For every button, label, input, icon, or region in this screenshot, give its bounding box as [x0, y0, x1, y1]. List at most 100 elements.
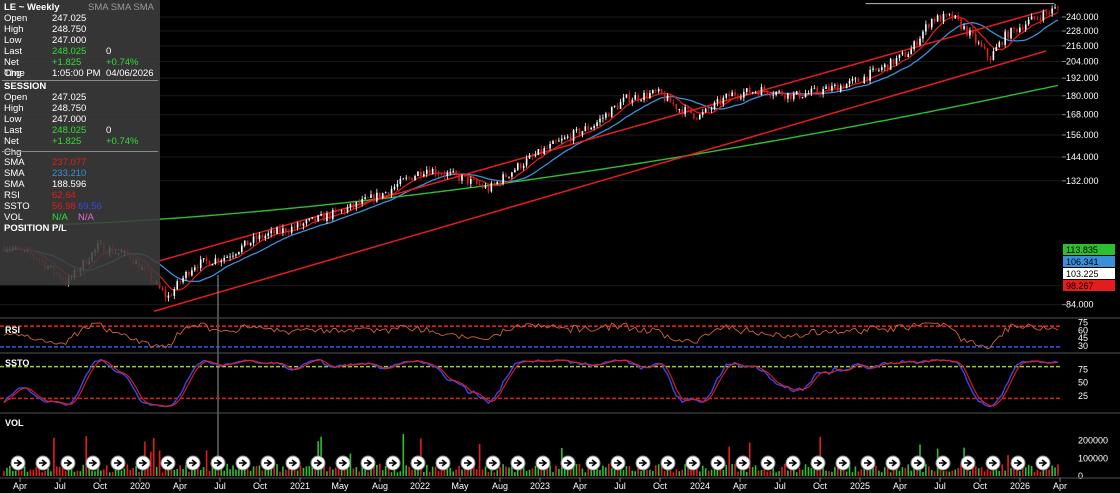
candle-body: [393, 186, 396, 189]
volume-bar: [446, 467, 449, 476]
volume-bar: [654, 465, 657, 476]
candle-body: [188, 271, 190, 276]
candle-body: [452, 171, 455, 172]
event-marker-icon[interactable]: [560, 455, 576, 471]
event-marker-icon[interactable]: [260, 455, 276, 471]
open-value: 247.025: [52, 13, 87, 24]
x-tick-label: Apr: [13, 481, 27, 491]
volume-bar: [132, 468, 134, 476]
candle-body: [1051, 8, 1053, 14]
event-marker-icon[interactable]: [485, 455, 501, 471]
volume-bar: [135, 466, 137, 476]
volume-bar: [628, 466, 631, 476]
candle-body: [672, 102, 675, 104]
event-marker-icon[interactable]: [885, 455, 901, 471]
candle-body: [795, 91, 798, 94]
event-marker-icon[interactable]: [760, 455, 776, 471]
event-marker-icon[interactable]: [935, 455, 951, 471]
candle-body: [983, 46, 986, 49]
event-marker-icon[interactable]: [860, 455, 876, 471]
candle-body: [1039, 18, 1042, 21]
event-marker-icon[interactable]: [710, 455, 726, 471]
candle-body: [1019, 27, 1021, 32]
event-marker-icon[interactable]: [535, 455, 551, 471]
event-marker-icon[interactable]: [510, 455, 526, 471]
event-marker-icon[interactable]: [110, 455, 126, 471]
volume-bar: [1057, 464, 1059, 476]
event-marker-icon[interactable]: [285, 455, 301, 471]
volume-bar: [734, 464, 736, 476]
candle-body: [643, 92, 645, 100]
event-marker-icon[interactable]: [360, 455, 376, 471]
event-marker-icon[interactable]: [235, 455, 251, 471]
candle-body: [722, 97, 725, 105]
candle-body: [202, 258, 205, 260]
event-marker-icon[interactable]: [635, 455, 651, 471]
event-marker-icon[interactable]: [585, 455, 601, 471]
event-marker-icon[interactable]: [660, 455, 676, 471]
x-tick-label: Aug: [492, 481, 508, 491]
volume-bar: [566, 465, 569, 476]
candle-body: [828, 86, 830, 91]
event-marker-icon[interactable]: [910, 455, 926, 471]
event-marker-icon[interactable]: [835, 455, 851, 471]
event-marker-icon[interactable]: [160, 455, 176, 471]
volume-bar: [690, 469, 692, 476]
event-marker-icon[interactable]: [60, 455, 76, 471]
event-marker-icon[interactable]: [185, 455, 201, 471]
price-tick-label: 216.000: [1066, 41, 1099, 51]
event-marker-icon[interactable]: [210, 455, 226, 471]
event-marker-icon[interactable]: [85, 455, 101, 471]
netchg-pct: +0.74%: [106, 57, 139, 68]
candle-body: [1013, 27, 1015, 30]
event-marker-icon[interactable]: [35, 455, 51, 471]
event-marker-icon[interactable]: [385, 455, 401, 471]
volume-bar: [252, 466, 255, 476]
event-marker-icon[interactable]: [1035, 455, 1051, 471]
volume-bar: [282, 466, 284, 476]
volume-bar: [895, 466, 898, 476]
event-marker-icon[interactable]: [810, 455, 826, 471]
event-marker-icon[interactable]: [435, 455, 451, 471]
candle-body: [1021, 27, 1024, 30]
candle-body: [663, 94, 666, 101]
volume-bar: [581, 468, 584, 476]
event-marker-icon[interactable]: [1010, 455, 1026, 471]
event-marker-icon[interactable]: [610, 455, 626, 471]
event-marker-icon[interactable]: [985, 455, 1001, 471]
event-marker-icon[interactable]: [960, 455, 976, 471]
session-netchg-label: Net Chg: [4, 136, 22, 158]
volume-bar: [296, 470, 299, 476]
volume-bar: [194, 465, 196, 476]
candle-body: [217, 258, 220, 263]
event-marker-icon[interactable]: [10, 455, 26, 471]
volume-bar: [94, 471, 96, 476]
candle-body: [866, 76, 868, 81]
candle-body: [966, 26, 968, 36]
event-marker-icon[interactable]: [735, 455, 751, 471]
volume-bar: [790, 468, 792, 476]
candle-body: [440, 174, 443, 176]
candle-body: [801, 97, 804, 99]
session-last-label: Last: [4, 125, 22, 136]
volume-bar: [484, 466, 487, 476]
volume-bar: [875, 465, 877, 476]
event-marker-icon[interactable]: [135, 455, 151, 471]
volume-bar: [41, 472, 43, 476]
event-marker-icon[interactable]: [460, 455, 476, 471]
last-value: 248.025: [52, 46, 87, 57]
event-marker-icon[interactable]: [410, 455, 426, 471]
candle-body: [693, 113, 695, 119]
candle-body: [355, 202, 358, 208]
candle-body: [751, 92, 754, 93]
volume-bar: [892, 466, 895, 476]
event-marker-icon[interactable]: [335, 455, 351, 471]
volume-bar: [232, 465, 234, 476]
event-marker-icon[interactable]: [310, 455, 326, 471]
volume-bar: [472, 464, 475, 476]
event-marker-icon[interactable]: [685, 455, 701, 471]
event-marker-icon[interactable]: [785, 455, 801, 471]
high-value: 248.750: [52, 24, 87, 35]
candle-body: [423, 174, 425, 177]
